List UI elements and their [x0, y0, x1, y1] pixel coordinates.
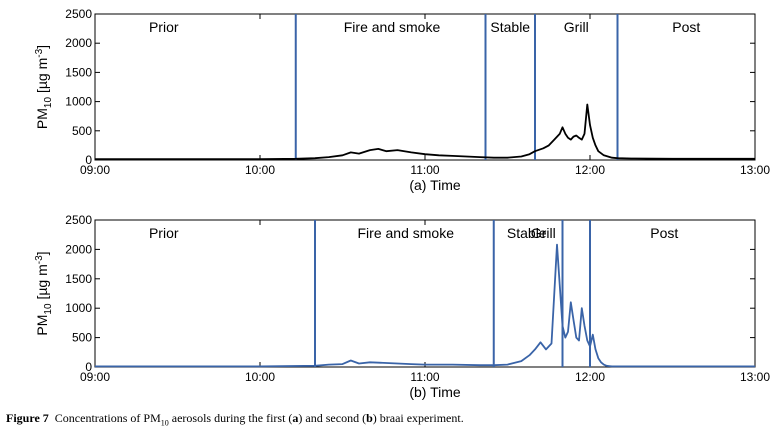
phase-label: Stable — [490, 19, 530, 35]
chart-panel-b: 0 500 1000 1500 2000 2500 09:00 10:00 11:00 12:00… — [34, 213, 770, 400]
y-tick-label: 2000 — [65, 242, 92, 256]
y-axis-label-part: [µg m — [34, 264, 50, 303]
y-tick-label: 1000 — [65, 301, 92, 315]
y-tick-label: 1500 — [65, 65, 92, 79]
phase-label: Post — [672, 19, 700, 35]
x-axis-label: (b) Time — [409, 384, 461, 400]
phase-label: Fire and smoke — [358, 225, 455, 241]
y-axis-label-part: 10 — [43, 303, 54, 315]
x-tick-label: 10:00 — [245, 163, 275, 177]
y-tick-label: 0 — [85, 360, 92, 374]
panel-label: (b) — [409, 384, 430, 400]
panel-label: (a) — [409, 177, 430, 193]
y-axis-label: PM10 [µg m-3] — [34, 45, 54, 129]
y-axis-label: PM10 [µg m-3] — [34, 251, 54, 335]
x-tick-label: 11:00 — [410, 370, 439, 384]
caption-text-1: Concentrations of PM — [54, 411, 161, 425]
y-tick-label: 1000 — [65, 95, 92, 109]
y-axis-label-part: ] — [34, 251, 50, 255]
caption-sub: 10 — [160, 418, 169, 428]
phase-label: Prior — [149, 225, 179, 241]
y-tick-label: 2500 — [65, 7, 92, 21]
y-tick-label: 2000 — [65, 36, 92, 50]
phase-label: Grill — [564, 19, 589, 35]
plot-frame — [94, 13, 756, 161]
y-axis-label-part: [µg m — [34, 58, 50, 97]
x-axis-title: Time — [430, 177, 461, 193]
y-tick-label: 0 — [85, 153, 92, 167]
x-axis-title: Time — [430, 384, 461, 400]
caption-text-3: ) and second ( — [298, 411, 367, 425]
y-tick-label: 500 — [72, 331, 92, 345]
y-tick-label: 500 — [72, 124, 92, 138]
phase-label: Fire and smoke — [344, 19, 441, 35]
x-tick-label: 11:00 — [410, 163, 439, 177]
x-tick-label: 09:00 — [80, 163, 110, 177]
y-tick-label: 1500 — [65, 272, 92, 286]
caption-a: a — [292, 411, 299, 425]
phase-label: Prior — [149, 19, 179, 35]
phase-label: Grill — [531, 225, 556, 241]
y-axis-label-part: ] — [34, 45, 50, 49]
phase-label: Post — [650, 225, 678, 241]
x-tick-label: 13:00 — [740, 370, 770, 384]
x-tick-label: 10:00 — [245, 370, 275, 384]
x-tick-label: 13:00 — [740, 163, 770, 177]
pm10-series-line — [95, 243, 755, 368]
x-tick-label: 12:00 — [575, 163, 605, 177]
caption-label: Figure 7 — [6, 411, 49, 425]
y-axis-label-part: -3 — [34, 48, 45, 57]
caption-b: b — [366, 411, 373, 425]
y-axis-label-part: 10 — [43, 96, 54, 108]
y-axis-label-part: PM — [34, 108, 50, 129]
phase-label: Stable — [507, 225, 547, 241]
pm10-series-line — [95, 103, 755, 161]
figure-caption: Figure 7 Concentrations of PM10 aerosols… — [6, 410, 766, 431]
x-axis-label: (a) Time — [409, 177, 461, 193]
x-tick-label: 09:00 — [80, 370, 110, 384]
plot-frame — [94, 219, 756, 368]
y-axis-label-part: PM — [34, 315, 50, 336]
caption-text-2: aerosols during the first ( — [168, 411, 293, 425]
x-tick-label: 12:00 — [575, 370, 605, 384]
y-axis-label-part: -3 — [34, 255, 45, 264]
y-tick-label: 2500 — [65, 213, 92, 227]
chart-panel-a: 0 500 1000 1500 2000 2500 09:00 10:00 11:00 12:00… — [34, 7, 770, 193]
caption-text-4: ) braai experiment. — [372, 411, 464, 425]
